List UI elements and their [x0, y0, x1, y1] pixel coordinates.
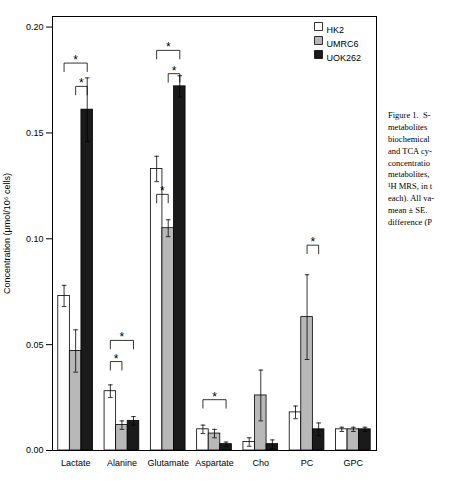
svg-text:0.00: 0.00 [26, 445, 44, 455]
svg-text:PC: PC [301, 458, 314, 468]
svg-text:*: * [172, 64, 177, 78]
svg-text:HK2: HK2 [327, 25, 345, 35]
svg-text:UMRC6: UMRC6 [327, 39, 359, 49]
svg-text:0.15: 0.15 [26, 128, 44, 138]
svg-text:0.20: 0.20 [26, 22, 44, 32]
svg-text:Alanine: Alanine [107, 458, 137, 468]
svg-text:Lactate: Lactate [61, 458, 91, 468]
svg-text:Cho: Cho [253, 458, 270, 468]
svg-text:*: * [79, 76, 84, 90]
svg-text:*: * [166, 40, 171, 54]
svg-text:*: * [120, 330, 125, 344]
svg-text:0.10: 0.10 [26, 234, 44, 244]
svg-text:*: * [73, 53, 78, 67]
svg-text:UOK262: UOK262 [327, 53, 362, 63]
svg-text:Concentration (μmol/10⁶ cells): Concentration (μmol/10⁶ cells) [2, 173, 12, 294]
svg-text:*: * [160, 184, 165, 198]
svg-text:*: * [114, 352, 119, 366]
svg-text:Aspartate: Aspartate [195, 458, 234, 468]
svg-text:GPC: GPC [344, 458, 364, 468]
svg-text:*: * [311, 235, 316, 249]
svg-text:0.05: 0.05 [26, 340, 44, 350]
svg-text:Glutamate: Glutamate [147, 458, 189, 468]
svg-text:*: * [212, 390, 217, 404]
html-text:Figure 1. S- metabolites bioch: Figure 1. S- metabolites biochemical and… [388, 110, 434, 227]
